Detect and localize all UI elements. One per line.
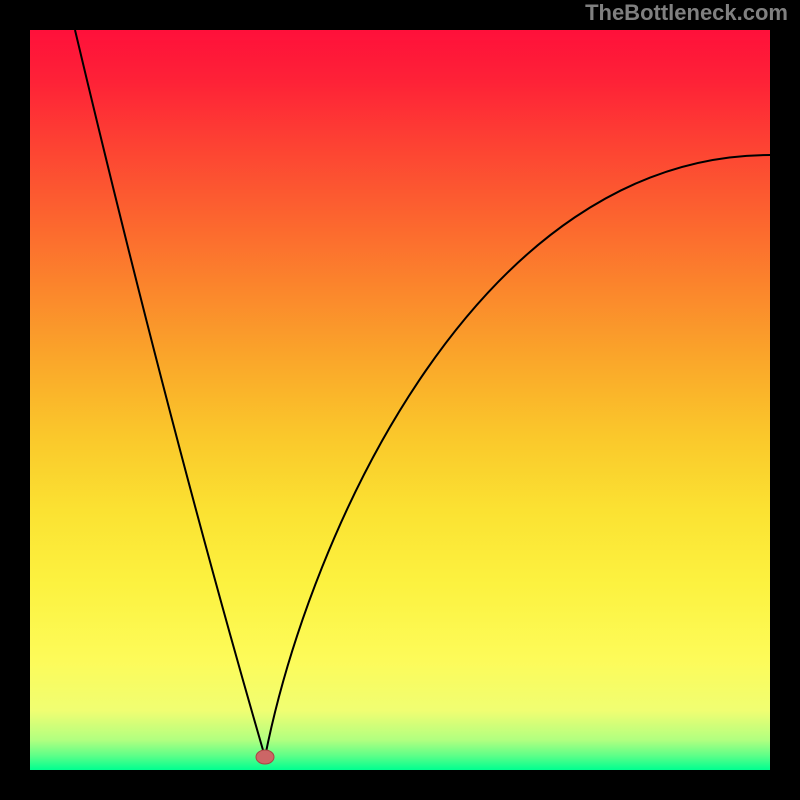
- chart-container: TheBottleneck.com: [0, 0, 800, 800]
- plot-background: [30, 30, 770, 770]
- minimum-marker: [256, 750, 274, 764]
- plot-area: [30, 30, 770, 770]
- watermark-text: TheBottleneck.com: [585, 0, 788, 26]
